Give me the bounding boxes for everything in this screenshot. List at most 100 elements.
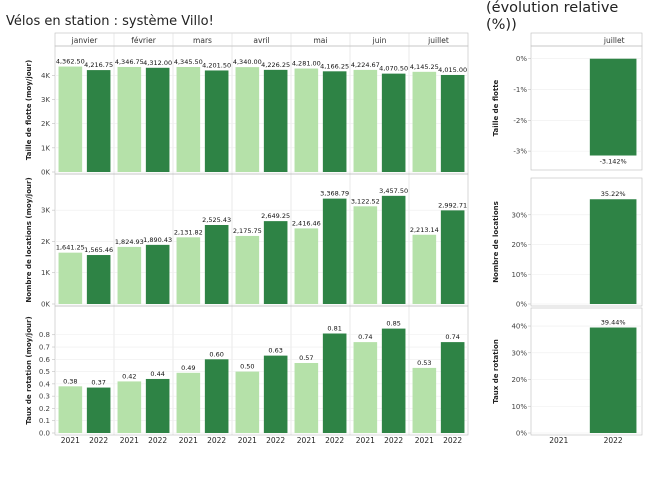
row-ylabel-0: Taille de flotte (moy/jour) (25, 60, 33, 160)
y-tick-label: 0.5 (39, 368, 50, 376)
right-row-frame-0 (530, 45, 643, 171)
month-label-1: février (131, 36, 156, 45)
right-y-tick-label: 10% (511, 271, 527, 279)
bar-2022-mai-r2 (322, 333, 347, 433)
month-label-6: juillet (427, 36, 449, 45)
right-data-label: 39.44% (601, 319, 626, 327)
y-tick-label: 2K (41, 238, 50, 246)
bar-2021-février-r2 (117, 381, 142, 433)
data-label: 3,122.52 (351, 197, 380, 205)
y-tick-label: 4K (41, 72, 50, 80)
bar-2022-juin-r0 (381, 73, 406, 172)
right-row-ylabel-0: Taille de flotte (492, 79, 500, 136)
data-label: 0.85 (386, 320, 400, 328)
x-tick-label: 2022 (148, 436, 167, 445)
bar-2022-juillet-r1 (440, 210, 465, 304)
bar-2022-avril-r0 (263, 69, 288, 172)
right-y-tick-label: 20% (511, 241, 527, 249)
right-x-tick-label: 2022 (604, 436, 623, 445)
month-label-3: avril (253, 36, 269, 45)
bar-2021-février-r1 (117, 246, 142, 304)
bar-2021-mai-r0 (294, 68, 319, 172)
data-label: 2,525.43 (202, 216, 231, 224)
x-tick-label: 2022 (443, 436, 462, 445)
x-tick-label: 2021 (238, 436, 257, 445)
bar-2022-juin-r2 (381, 328, 406, 433)
right-row-ylabel-2: Taux de rotation (492, 339, 500, 404)
data-label: 2,649.25 (261, 212, 290, 220)
data-label: 2,992.71 (438, 201, 467, 209)
x-tick-label: 2022 (89, 436, 108, 445)
data-label: 4,145.25 (410, 63, 439, 71)
right-title-line-1: (évolution relative (486, 0, 619, 16)
data-label: 0.44 (150, 370, 164, 378)
bar-2022-avril-r2 (263, 355, 288, 433)
bar-2022-février-r2 (145, 378, 170, 433)
right-row-frame-2 (530, 307, 643, 436)
bar-2021-avril-r0 (235, 67, 260, 172)
bar-2022-janvier-r0 (86, 70, 111, 172)
data-label: 4,166.25 (320, 62, 349, 70)
right-y-tick-label: 40% (511, 323, 527, 331)
right-y-tick-label: 30% (511, 349, 527, 357)
bar-2022-mars-r1 (204, 224, 229, 304)
y-tick-label: 0.3 (39, 393, 50, 401)
data-label: 2,175.75 (233, 227, 262, 235)
right-bar-2022-r1 (589, 199, 637, 304)
right-x-tick-label: 2021 (549, 436, 568, 445)
data-label: 4,015.00 (438, 66, 467, 74)
bar-2021-janvier-r1 (58, 252, 83, 304)
data-label: 3,368.79 (320, 190, 349, 198)
x-tick-label: 2022 (325, 436, 344, 445)
data-label: 0.38 (63, 377, 77, 385)
data-label: 4,281.00 (292, 60, 321, 68)
y-tick-label: 0.0 (39, 430, 50, 438)
bar-2021-juin-r1 (353, 206, 378, 304)
x-tick-label: 2021 (356, 436, 375, 445)
y-tick-label: 0.7 (39, 344, 50, 352)
y-tick-label: 0K (41, 169, 50, 177)
y-tick-label: 2K (41, 120, 50, 128)
data-label: 0.57 (299, 354, 313, 362)
bar-2021-mars-r1 (176, 237, 201, 304)
x-tick-label: 2022 (384, 436, 403, 445)
data-label: 0.63 (268, 347, 282, 355)
x-tick-label: 2021 (120, 436, 139, 445)
data-label: 1,641.25 (56, 244, 85, 252)
page-title: Vélos en station : système Villo! (6, 14, 214, 29)
data-label: 0.37 (91, 379, 105, 387)
bar-2022-juin-r1 (381, 195, 406, 304)
bar-2022-mars-r2 (204, 359, 229, 433)
data-label: 0.60 (209, 350, 223, 358)
y-tick-label: 0.6 (39, 356, 51, 364)
x-tick-label: 2021 (61, 436, 80, 445)
right-row-frame-1 (530, 177, 643, 307)
data-label: 1,565.46 (84, 246, 113, 254)
right-bar-2022-r0 (589, 58, 637, 156)
data-label: 0.74 (445, 333, 459, 341)
data-label: 4,362.50 (56, 58, 85, 66)
right-row-ylabel-1: Nombre de locations (492, 201, 500, 283)
bar-2022-mai-r0 (322, 71, 347, 172)
bar-2022-janvier-r1 (86, 255, 111, 304)
right-y-tick-label: 20% (511, 376, 527, 384)
data-label: 0.81 (327, 325, 341, 333)
bar-2021-juillet-r2 (412, 367, 437, 433)
bar-2021-juillet-r0 (412, 71, 437, 172)
y-tick-label: 1K (41, 269, 50, 277)
y-tick-label: 3K (41, 207, 50, 215)
x-tick-label: 2021 (179, 436, 198, 445)
bar-2021-mars-r2 (176, 372, 201, 433)
x-tick-label: 2021 (415, 436, 434, 445)
data-label: 0.42 (122, 372, 136, 380)
bar-2021-juillet-r1 (412, 234, 437, 304)
bar-2022-juillet-r0 (440, 74, 465, 172)
data-label: 2,213.14 (410, 226, 439, 234)
right-y-tick-label: -3% (513, 148, 527, 156)
y-tick-label: 3K (41, 96, 50, 104)
bar-2021-avril-r1 (235, 235, 260, 304)
x-tick-label: 2022 (207, 436, 226, 445)
x-tick-label: 2021 (297, 436, 316, 445)
x-tick-label: 2022 (266, 436, 285, 445)
